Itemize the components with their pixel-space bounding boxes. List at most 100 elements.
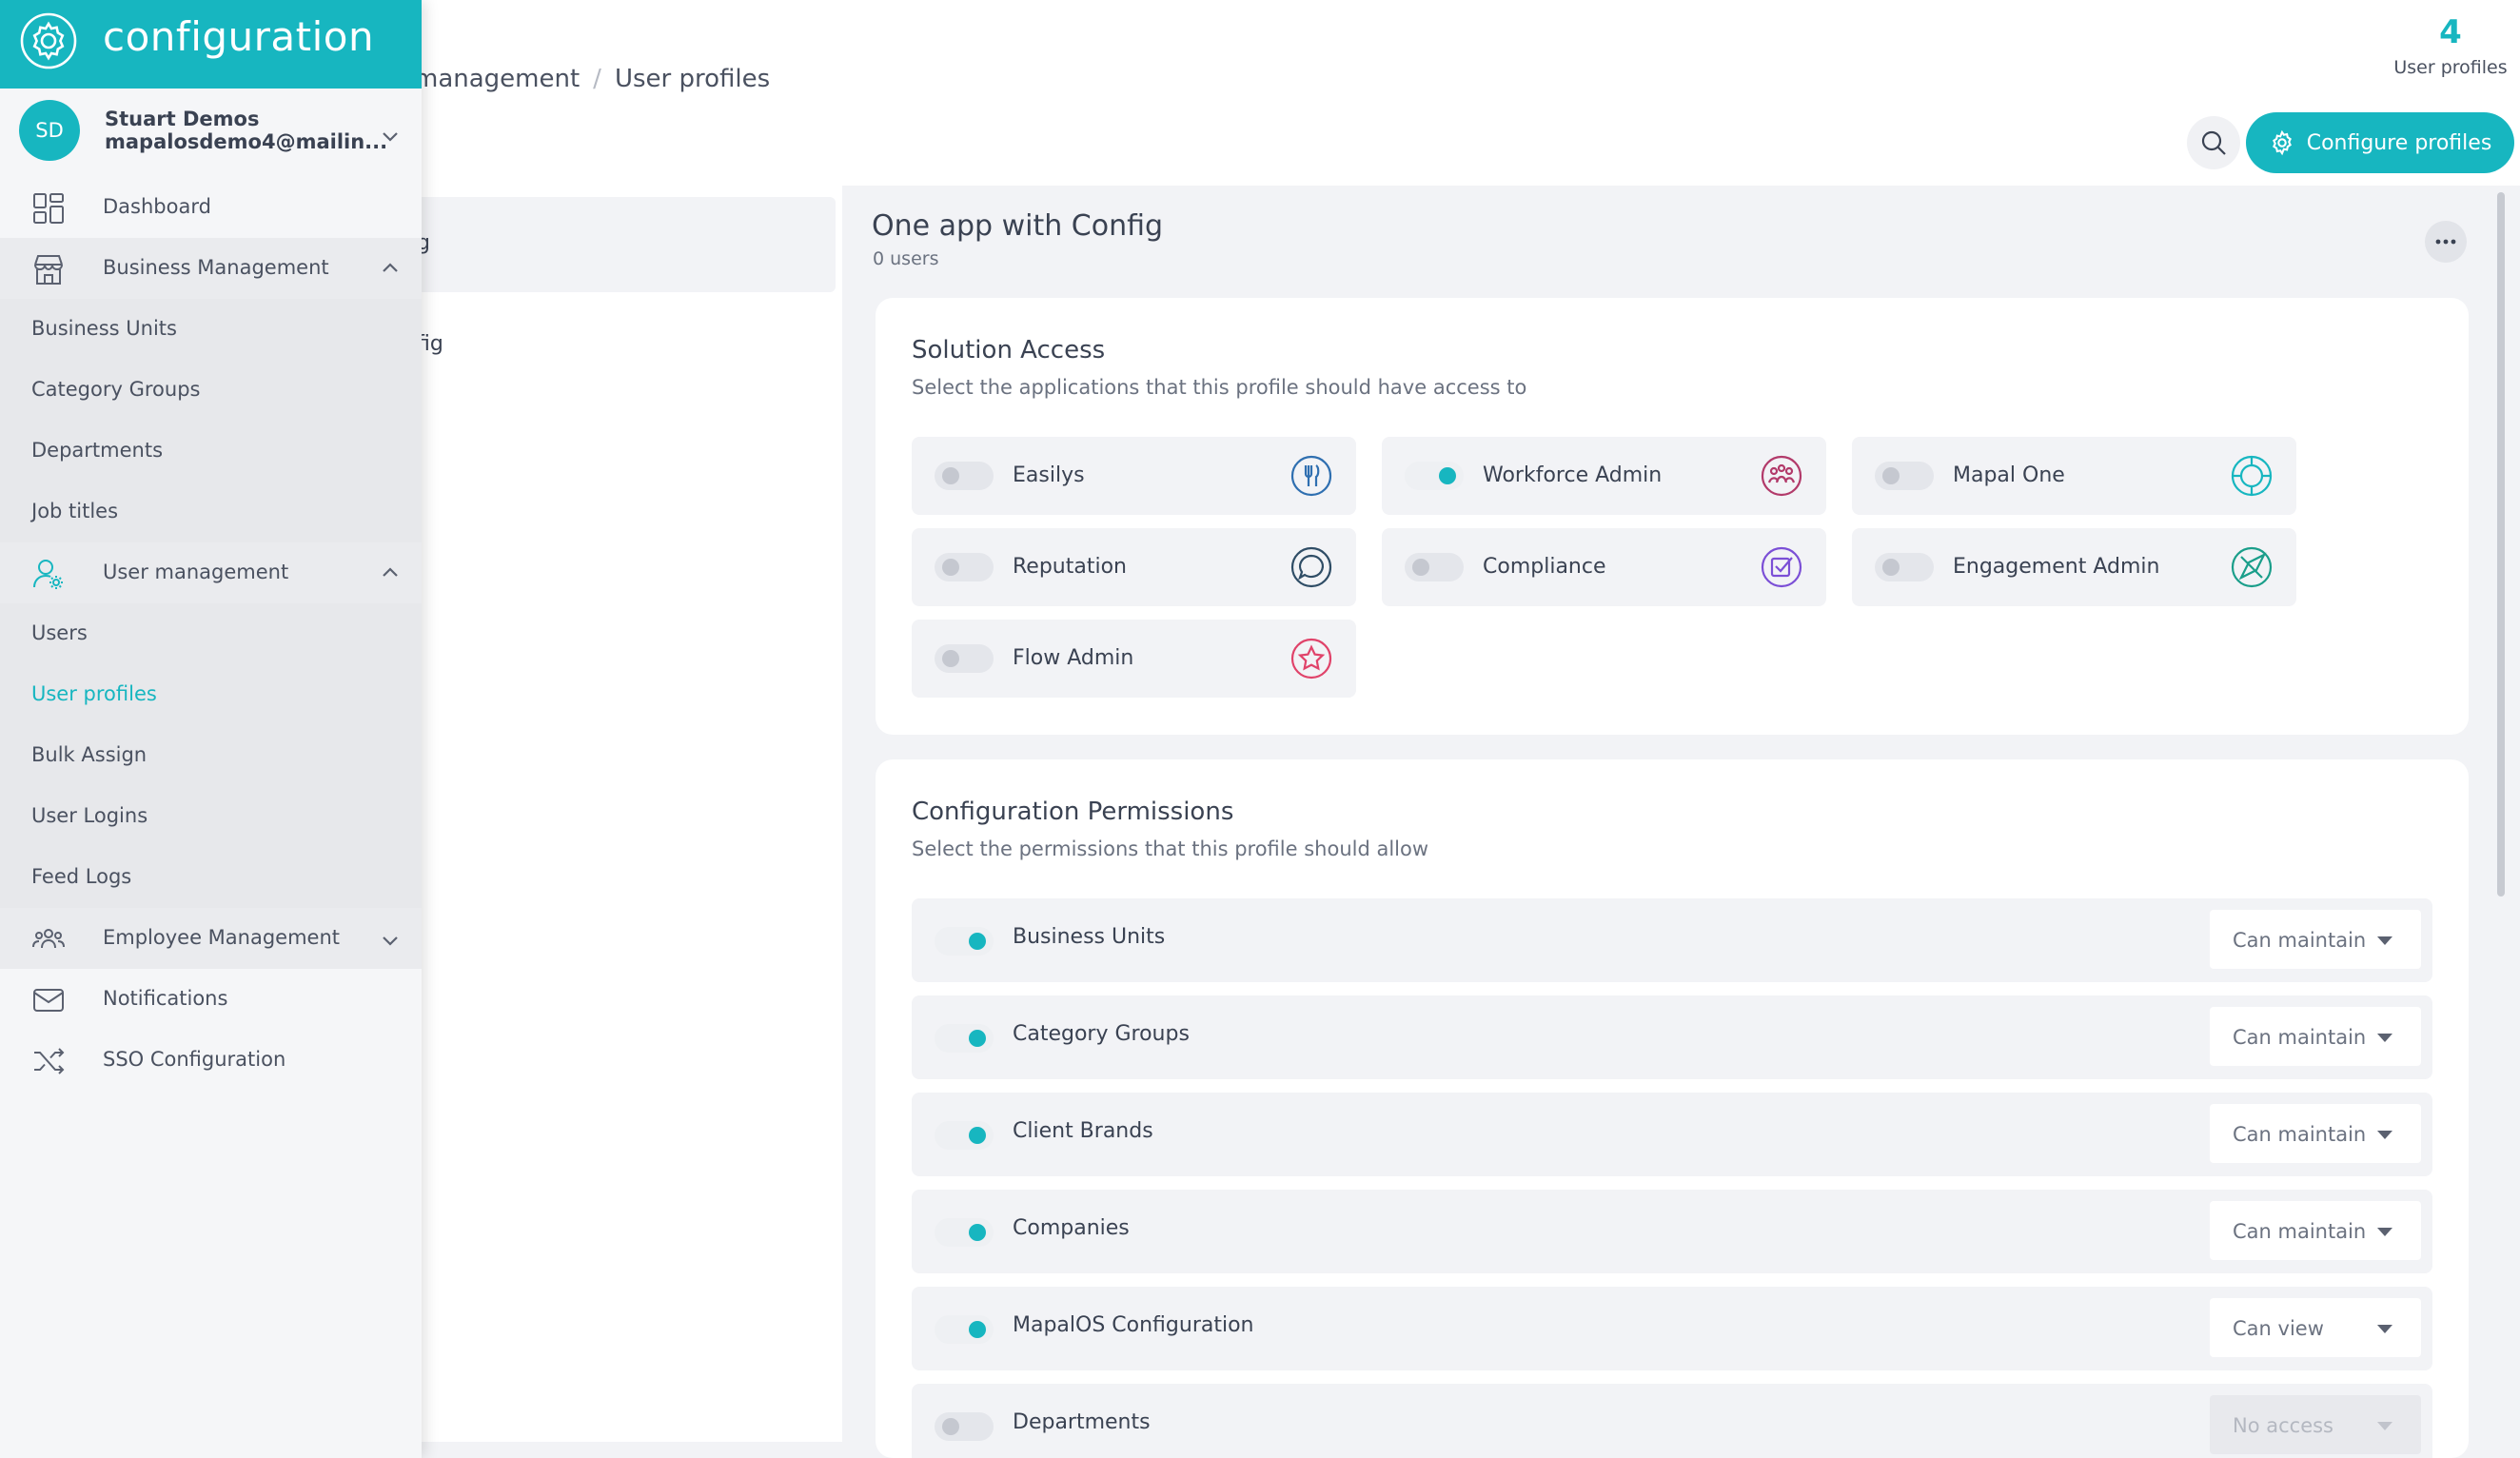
sidebar-item-category-groups[interactable]: Category Groups [0,360,422,421]
app-label: Workforce Admin [1483,463,1663,487]
workforce-admin-toggle[interactable] [1405,462,1464,490]
chat-bubble-icon [1290,546,1332,588]
solution-access-title: Solution Access [912,336,1106,364]
compass-icon [2231,546,2273,588]
sidebar-item-business-management[interactable]: Business Management [0,238,422,299]
app-tile-mapal-one: Mapal One [1852,437,2296,515]
permission-row-business-units: Business Units Can maintain [912,898,2432,982]
sidebar-item-label: Bulk Assign [31,743,148,766]
permission-row-mapalos-configuration: MapalOS Configuration Can view [912,1287,2432,1370]
configure-profiles-button[interactable]: Configure profiles [2246,112,2514,173]
search-button[interactable] [2187,116,2240,169]
sidebar-item-user-profiles[interactable]: User profiles [0,664,422,725]
gear-icon [2272,129,2292,156]
star-icon [1290,638,1332,680]
app-tile-easilys: Easilys [912,437,1356,515]
flow-admin-toggle[interactable] [935,644,994,673]
user-profiles-count: 4 User profiles [2389,13,2512,78]
chevron-down-icon[interactable] [379,125,402,148]
engagement-admin-toggle[interactable] [1875,553,1934,581]
reputation-toggle[interactable] [935,553,994,581]
sidebar-item-label: User management [103,561,289,583]
chevron-up-icon [383,567,398,577]
compliance-toggle[interactable] [1405,553,1464,581]
companies-permission-select[interactable]: Can maintain [2210,1201,2421,1260]
category-groups-toggle[interactable] [935,1024,994,1053]
app-tile-workforce-admin: Workforce Admin [1382,437,1826,515]
more-options-button[interactable] [2425,221,2467,263]
permission-value: Can maintain [2233,929,2367,952]
permission-label: Business Units [1013,925,1166,949]
sidebar-item-label: Business Units [31,317,177,340]
permission-row-companies: Companies Can maintain [912,1190,2432,1273]
mapalos-configuration-toggle[interactable] [935,1315,994,1344]
profile-title: One app with Config [872,209,1164,243]
app-label: Engagement Admin [1953,555,2160,579]
sidebar-item-business-units[interactable]: Business Units [0,299,422,360]
permission-value: Can maintain [2233,1220,2367,1243]
permission-row-category-groups: Category Groups Can maintain [912,995,2432,1079]
permission-label: Client Brands [1013,1119,1153,1143]
user-account-menu[interactable]: SD Stuart Demos mapalosdemo4@mailin... [0,89,422,181]
sidebar-item-employee-management[interactable]: Employee Management [0,908,422,969]
permission-value: No access [2233,1414,2333,1437]
checkbox-icon [1761,546,1802,588]
workforce-icon [1761,455,1802,497]
category-groups-permission-select[interactable]: Can maintain [2210,1007,2421,1066]
configuration-permissions-title: Configuration Permissions [912,798,1234,826]
user-name: Stuart Demos [105,108,260,130]
sidebar-item-label: Employee Management [103,926,341,949]
sidebar-item-label: Job titles [31,500,119,522]
business-units-permission-select[interactable]: Can maintain [2210,910,2421,969]
breadcrumb-parent[interactable]: management [414,65,581,93]
configure-profiles-label: Configure profiles [2306,130,2492,155]
app-label: Reputation [1013,555,1127,579]
caret-down-icon [2377,1131,2392,1139]
mapalos-configuration-permission-select[interactable]: Can view [2210,1298,2421,1357]
client-brands-permission-select[interactable]: Can maintain [2210,1104,2421,1163]
companies-toggle[interactable] [935,1218,994,1247]
breadcrumb-current: User profiles [614,65,771,93]
profile-user-count: 0 users [873,248,939,269]
content-scrollbar[interactable] [2497,192,2505,896]
sidebar-item-departments[interactable]: Departments [0,421,422,482]
configuration-permissions-card: Configuration Permissions Select the per… [876,759,2469,1458]
departments-toggle[interactable] [935,1412,994,1441]
envelope-icon [33,989,64,1012]
caret-down-icon [2377,1228,2392,1236]
profile-list-item[interactable]: g [409,197,836,292]
sidebar-item-bulk-assign[interactable]: Bulk Assign [0,725,422,786]
mapal-one-toggle[interactable] [1875,462,1934,490]
cutlery-icon [1290,455,1332,497]
count-label: User profiles [2393,57,2508,78]
sidebar-item-dashboard[interactable]: Dashboard [0,177,422,238]
count-value: 4 [2439,13,2462,51]
sidebar-item-user-logins[interactable]: User Logins [0,786,422,847]
easilys-toggle[interactable] [935,462,994,490]
storefront-icon [34,255,63,285]
caret-down-icon [2377,1325,2392,1333]
sidebar-item-notifications[interactable]: Notifications [0,969,422,1030]
sidebar-item-job-titles[interactable]: Job titles [0,482,422,542]
permission-row-client-brands: Client Brands Can maintain [912,1093,2432,1176]
app-tile-flow-admin: Flow Admin [912,620,1356,698]
business-units-toggle[interactable] [935,927,994,956]
app-tile-compliance: Compliance [1382,528,1826,606]
employees-icon [32,929,65,949]
search-icon [2201,130,2226,155]
sidebar-item-label: User profiles [31,682,157,705]
sidebar-item-label: Dashboard [103,195,211,218]
profile-list-item[interactable]: fig [409,298,836,393]
sidebar-item-user-management[interactable]: User management [0,542,422,603]
client-brands-toggle[interactable] [935,1121,994,1150]
departments-permission-select[interactable]: No access [2210,1395,2421,1454]
sidebar-item-feed-logs[interactable]: Feed Logs [0,847,422,908]
solution-access-subtitle: Select the applications that this profil… [912,376,1527,399]
profile-list: g fig [409,186,842,1442]
caret-down-icon [2377,1034,2392,1042]
shuffle-icon [34,1048,65,1074]
sidebar-item-users[interactable]: Users [0,603,422,664]
permission-label: Companies [1013,1216,1130,1240]
sidebar-item-sso-configuration[interactable]: SSO Configuration [0,1030,422,1091]
permission-row-departments: Departments No access [912,1384,2432,1458]
